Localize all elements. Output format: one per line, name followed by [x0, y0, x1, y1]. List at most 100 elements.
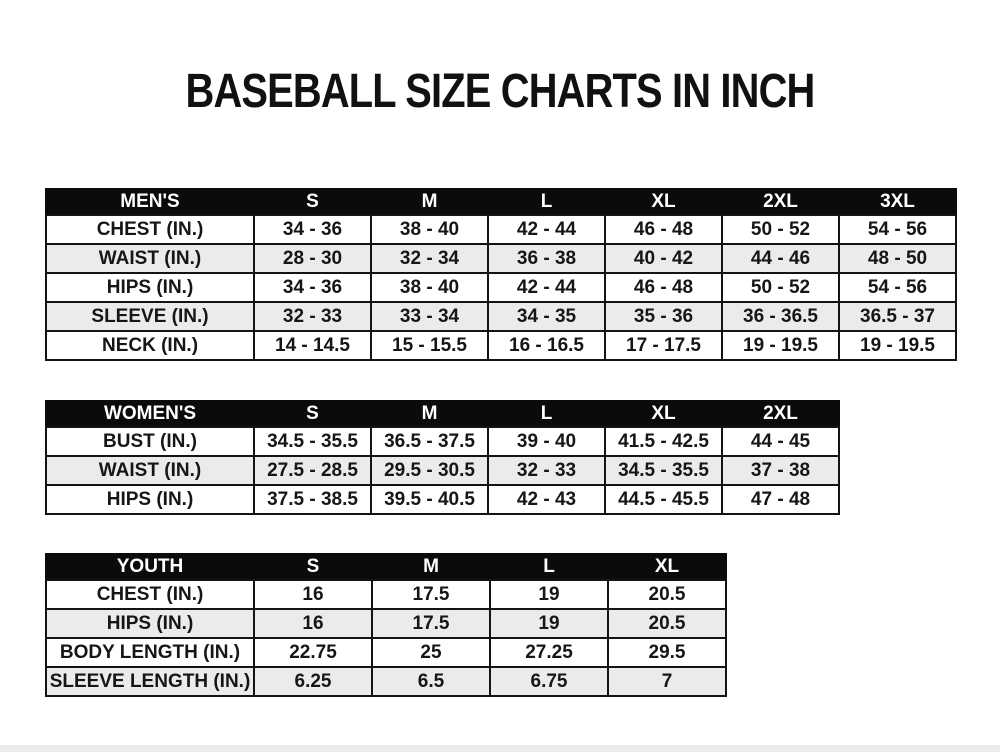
value-cell: 25	[371, 637, 491, 668]
value-cell: 44 - 46	[721, 243, 840, 274]
value-cell: 36 - 36.5	[721, 301, 840, 332]
value-cell: 39 - 40	[487, 426, 606, 457]
value-cell: 16	[253, 579, 373, 610]
value-cell: 28 - 30	[253, 243, 372, 274]
size-column-header: 2XL	[721, 400, 840, 428]
row-label: HIPS (IN.)	[45, 272, 255, 303]
size-column-header: XL	[604, 188, 723, 216]
value-cell: 34 - 36	[253, 272, 372, 303]
value-cell: 27.25	[489, 637, 609, 668]
size-column-header: M	[370, 400, 489, 428]
womens-size-table: WOMEN'S S M L XL 2XL BUST (IN.) 34.5 - 35.5 36.5…	[45, 400, 840, 515]
header-row: WOMEN'S S M L XL 2XL	[45, 400, 840, 428]
value-cell: 33 - 34	[370, 301, 489, 332]
table-row: HIPS (IN.) 16 17.5 19 20.5	[45, 608, 727, 639]
header-row: MEN'S S M L XL 2XL 3XL	[45, 188, 957, 216]
value-cell: 32 - 34	[370, 243, 489, 274]
value-cell: 46 - 48	[604, 214, 723, 245]
value-cell: 40 - 42	[604, 243, 723, 274]
value-cell: 34.5 - 35.5	[604, 455, 723, 486]
size-column-header: XL	[604, 400, 723, 428]
size-column-header: L	[487, 188, 606, 216]
value-cell: 20.5	[607, 579, 727, 610]
value-cell: 22.75	[253, 637, 373, 668]
row-label: HIPS (IN.)	[45, 484, 255, 515]
row-label: BUST (IN.)	[45, 426, 255, 457]
table-row: WAIST (IN.) 27.5 - 28.5 29.5 - 30.5 32 - 33…	[45, 455, 840, 486]
value-cell: 32 - 33	[253, 301, 372, 332]
size-column-header: XL	[607, 553, 727, 581]
value-cell: 41.5 - 42.5	[604, 426, 723, 457]
size-column-header: S	[253, 400, 372, 428]
value-cell: 42 - 44	[487, 214, 606, 245]
value-cell: 16 - 16.5	[487, 330, 606, 361]
row-label: WAIST (IN.)	[45, 455, 255, 486]
table-row: BUST (IN.) 34.5 - 35.5 36.5 - 37.5 39 - 40 4…	[45, 426, 840, 457]
table-row: CHEST (IN.) 16 17.5 19 20.5	[45, 579, 727, 610]
size-column-header: L	[487, 400, 606, 428]
value-cell: 17.5	[371, 579, 491, 610]
size-column-header: M	[371, 553, 491, 581]
value-cell: 36.5 - 37	[838, 301, 957, 332]
value-cell: 19 - 19.5	[721, 330, 840, 361]
table-group-header: MEN'S	[45, 188, 255, 216]
value-cell: 42 - 44	[487, 272, 606, 303]
table-row: SLEEVE LENGTH (IN.) 6.25 6.5 6.75 7	[45, 666, 727, 697]
table-row: WAIST (IN.) 28 - 30 32 - 34 36 - 38 40 - 42 4…	[45, 243, 957, 274]
value-cell: 48 - 50	[838, 243, 957, 274]
row-label: HIPS (IN.)	[45, 608, 255, 639]
value-cell: 34.5 - 35.5	[253, 426, 372, 457]
size-column-header: M	[370, 188, 489, 216]
value-cell: 38 - 40	[370, 272, 489, 303]
scan-edge	[0, 745, 1000, 752]
value-cell: 54 - 56	[838, 214, 957, 245]
value-cell: 19 - 19.5	[838, 330, 957, 361]
row-label: NECK (IN.)	[45, 330, 255, 361]
value-cell: 39.5 - 40.5	[370, 484, 489, 515]
value-cell: 20.5	[607, 608, 727, 639]
table-row: SLEEVE (IN.) 32 - 33 33 - 34 34 - 35 35 - 36…	[45, 301, 957, 332]
value-cell: 27.5 - 28.5	[253, 455, 372, 486]
size-table: WOMEN'S S M L XL 2XL BUST (IN.) 34.5 - 35.5 36.5…	[45, 400, 840, 515]
value-cell: 29.5 - 30.5	[370, 455, 489, 486]
page-title: BASEBALL SIZE CHARTS IN INCH	[185, 65, 816, 118]
value-cell: 50 - 52	[721, 214, 840, 245]
value-cell: 47 - 48	[721, 484, 840, 515]
value-cell: 42 - 43	[487, 484, 606, 515]
value-cell: 37.5 - 38.5	[253, 484, 372, 515]
value-cell: 17 - 17.5	[604, 330, 723, 361]
value-cell: 36 - 38	[487, 243, 606, 274]
row-label: WAIST (IN.)	[45, 243, 255, 274]
value-cell: 6.25	[253, 666, 373, 697]
size-column-header: 3XL	[838, 188, 957, 216]
value-cell: 44.5 - 45.5	[604, 484, 723, 515]
table-row: NECK (IN.) 14 - 14.5 15 - 15.5 16 - 16.5 17 …	[45, 330, 957, 361]
youth-size-table: YOUTH S M L XL CHEST (IN.) 16 17.5 19 20.5 HIPS (I…	[45, 553, 727, 697]
table-row: BODY LENGTH (IN.) 22.75 25 27.25 29.5	[45, 637, 727, 668]
value-cell: 38 - 40	[370, 214, 489, 245]
value-cell: 19	[489, 579, 609, 610]
value-cell: 46 - 48	[604, 272, 723, 303]
table-group-header: WOMEN'S	[45, 400, 255, 428]
value-cell: 54 - 56	[838, 272, 957, 303]
table-row: HIPS (IN.) 37.5 - 38.5 39.5 - 40.5 42 - 43 4…	[45, 484, 840, 515]
header-row: YOUTH S M L XL	[45, 553, 727, 581]
size-column-header: L	[489, 553, 609, 581]
table-group-header: YOUTH	[45, 553, 255, 581]
value-cell: 19	[489, 608, 609, 639]
size-column-header: 2XL	[721, 188, 840, 216]
value-cell: 44 - 45	[721, 426, 840, 457]
value-cell: 6.75	[489, 666, 609, 697]
value-cell: 15 - 15.5	[370, 330, 489, 361]
value-cell: 50 - 52	[721, 272, 840, 303]
value-cell: 29.5	[607, 637, 727, 668]
mens-size-table: MEN'S S M L XL 2XL 3XL CHEST (IN.) 34 - 36 38 - 4…	[45, 188, 957, 361]
value-cell: 32 - 33	[487, 455, 606, 486]
value-cell: 35 - 36	[604, 301, 723, 332]
table-row: HIPS (IN.) 34 - 36 38 - 40 42 - 44 46 - 48 50…	[45, 272, 957, 303]
size-column-header: S	[253, 553, 373, 581]
row-label: SLEEVE LENGTH (IN.)	[45, 666, 255, 697]
row-label: CHEST (IN.)	[45, 214, 255, 245]
value-cell: 34 - 36	[253, 214, 372, 245]
value-cell: 37 - 38	[721, 455, 840, 486]
